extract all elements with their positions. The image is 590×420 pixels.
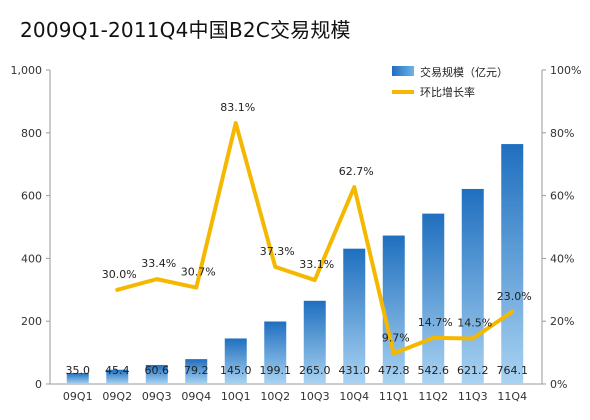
line-data-label: 14.7%	[418, 316, 453, 329]
x-tick-label: 10Q2	[260, 390, 290, 403]
y-right-tick-label: 100%	[550, 64, 581, 77]
bar-data-label: 764.1	[497, 364, 529, 377]
y-right-tick-label: 40%	[550, 252, 574, 265]
bar	[145, 364, 168, 384]
y-left-tick-label: 600	[21, 190, 42, 203]
bar	[264, 321, 287, 384]
y-right-tick-label: 20%	[550, 315, 574, 328]
bar-data-label: 79.2	[184, 364, 209, 377]
line-data-label: 9.7%	[382, 332, 410, 345]
growth-rate-line	[115, 121, 515, 356]
legend-bar-swatch	[392, 66, 414, 76]
bar-data-label: 621.2	[457, 364, 489, 377]
bar	[343, 248, 366, 384]
y-left-tick-label: 200	[21, 315, 42, 328]
y-left-tick-label: 800	[21, 127, 42, 140]
line-data-label: 30.7%	[181, 266, 216, 279]
bar-data-label: 265.0	[299, 364, 331, 377]
bar-data-label: 472.8	[378, 364, 410, 377]
x-tick-label: 11Q3	[458, 390, 488, 403]
bar-data-label: 60.6	[145, 364, 170, 377]
x-tick-label: 11Q2	[418, 390, 448, 403]
bar	[66, 373, 89, 384]
bar	[106, 369, 129, 384]
bar-data-label: 145.0	[220, 364, 252, 377]
x-tick-label: 11Q4	[497, 390, 527, 403]
x-tick-label: 09Q3	[142, 390, 172, 403]
line-data-label: 23.0%	[497, 290, 532, 303]
line-data-label: 83.1%	[220, 101, 255, 114]
x-tick-label: 10Q1	[221, 390, 251, 403]
x-tick-label: 09Q1	[63, 390, 93, 403]
line-data-label: 30.0%	[102, 268, 137, 281]
bar-data-label: 431.0	[339, 364, 371, 377]
bar-data-label: 542.6	[418, 364, 450, 377]
y-left-tick-label: 0	[35, 378, 42, 391]
y-right-tick-label: 80%	[550, 127, 574, 140]
chart-title: 2009Q1-2011Q4中国B2C交易规模	[20, 18, 351, 42]
legend-bar-label: 交易规模（亿元）	[420, 65, 508, 79]
bar	[501, 144, 524, 384]
x-tick-label: 09Q4	[181, 390, 211, 403]
line-data-label: 14.5%	[457, 316, 492, 329]
x-tick-label: 10Q4	[339, 390, 369, 403]
bar	[224, 338, 247, 384]
bar	[185, 359, 208, 384]
bar	[382, 235, 405, 384]
y-right-tick-label: 0%	[550, 378, 567, 391]
y-left-tick-label: 1,000	[11, 64, 43, 77]
bar-data-label: 45.4	[105, 364, 130, 377]
bar	[461, 188, 484, 384]
line-data-label: 37.3%	[260, 245, 295, 258]
y-left-tick-label: 400	[21, 252, 42, 265]
bar	[303, 300, 326, 384]
x-tick-label: 10Q3	[300, 390, 330, 403]
line-data-label: 33.1%	[299, 258, 334, 271]
bar	[422, 213, 445, 384]
x-tick-label: 11Q1	[379, 390, 409, 403]
bar-data-label: 35.0	[66, 364, 91, 377]
y-right-tick-label: 60%	[550, 190, 574, 203]
bar-data-label: 199.1	[260, 364, 292, 377]
legend-line-label: 环比增长率	[420, 85, 475, 99]
x-tick-label: 09Q2	[102, 390, 132, 403]
line-data-label: 62.7%	[339, 165, 374, 178]
line-data-label: 33.4%	[141, 257, 176, 270]
